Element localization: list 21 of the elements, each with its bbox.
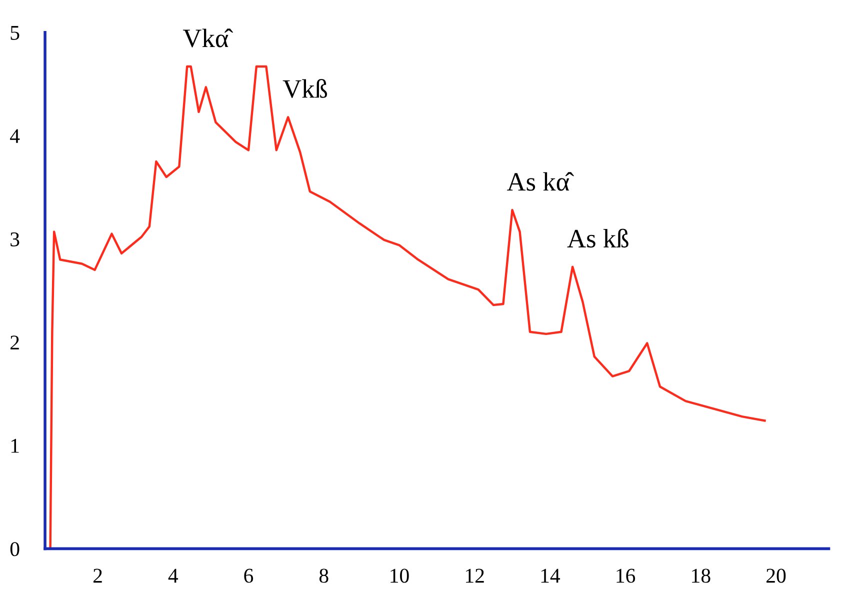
annotation: As kα̂ <box>506 172 574 191</box>
x-tick-label: 10 <box>390 568 409 583</box>
annotation: As kß <box>567 228 628 248</box>
y-tick-label: 4 <box>10 129 20 143</box>
annotation: Vkß <box>282 79 328 98</box>
x-tick-label: 6 <box>244 568 254 583</box>
x-tick-label: 4 <box>168 568 178 583</box>
line-series <box>49 65 766 549</box>
x-tick-label: 20 <box>766 568 786 583</box>
y-tick-label: 0 <box>10 542 20 556</box>
y-tick-label: 1 <box>11 438 19 453</box>
x-tick-label: 14 <box>541 568 560 583</box>
x-tick-label: 18 <box>692 568 710 583</box>
y-tick-label: 5 <box>10 26 20 40</box>
x-tick-label: 8 <box>319 568 328 583</box>
y-tick-label: 2 <box>10 336 19 350</box>
x-tick-label: 12 <box>466 568 484 583</box>
y-tick-label: 3 <box>10 232 20 246</box>
annotation: Vkα̂ <box>182 28 233 48</box>
x-tick-label: 16 <box>616 568 636 583</box>
x-tick-label: 2 <box>93 568 102 583</box>
